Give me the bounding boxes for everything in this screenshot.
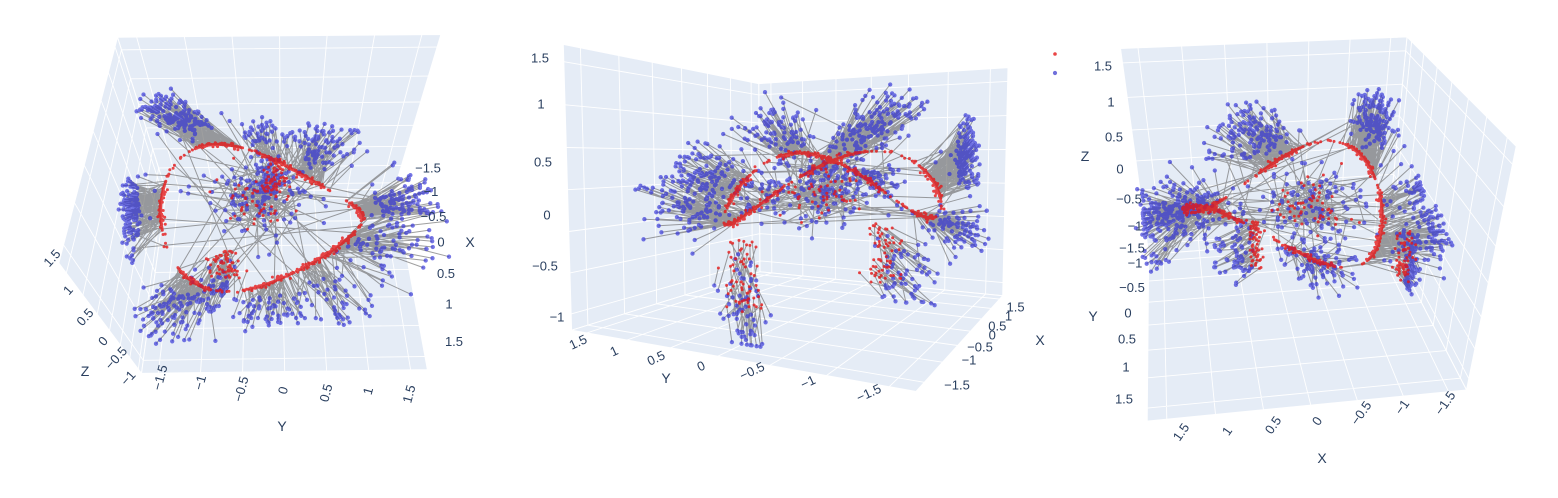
svg-text:0.5: 0.5 bbox=[1118, 332, 1136, 347]
svg-text:1: 1 bbox=[1005, 309, 1012, 324]
svg-text:Y: Y bbox=[277, 418, 287, 434]
svg-text:X: X bbox=[1317, 450, 1327, 466]
svg-text:1.5: 1.5 bbox=[1007, 300, 1025, 315]
svg-text:−0.5: −0.5 bbox=[1119, 280, 1145, 295]
svg-text:−0.5: −0.5 bbox=[230, 375, 251, 404]
svg-text:0.5: 0.5 bbox=[1105, 130, 1123, 145]
svg-text:0: 0 bbox=[1116, 162, 1123, 177]
svg-text:−1: −1 bbox=[424, 184, 439, 199]
svg-text:0: 0 bbox=[437, 235, 444, 250]
svg-text:−1: −1 bbox=[1128, 219, 1143, 234]
svg-text:−0.5: −0.5 bbox=[1116, 192, 1142, 207]
svg-text:1.5: 1.5 bbox=[567, 331, 590, 352]
svg-text:0: 0 bbox=[275, 385, 291, 396]
svg-text:0: 0 bbox=[543, 208, 550, 223]
svg-text:−1: −1 bbox=[1392, 397, 1413, 418]
svg-text:Y: Y bbox=[661, 370, 671, 386]
svg-text:−0.5: −0.5 bbox=[532, 259, 558, 274]
svg-text:Z: Z bbox=[1081, 148, 1090, 164]
svg-text:−1: −1 bbox=[550, 310, 565, 325]
svg-text:−1.5: −1.5 bbox=[415, 161, 441, 176]
svg-text:−1.5: −1.5 bbox=[1119, 241, 1145, 256]
svg-text:Y: Y bbox=[1088, 308, 1098, 324]
svg-text:X: X bbox=[465, 234, 475, 250]
svg-text:−0.5: −0.5 bbox=[421, 209, 447, 224]
svg-text:X: X bbox=[1035, 332, 1045, 348]
svg-text:0: 0 bbox=[989, 328, 996, 343]
svg-text:Z: Z bbox=[81, 363, 90, 379]
svg-text:−0.5: −0.5 bbox=[967, 340, 993, 355]
svg-text:1.5: 1.5 bbox=[445, 334, 463, 349]
svg-text:−1: −1 bbox=[1128, 256, 1143, 271]
svg-text:0.5: 0.5 bbox=[988, 319, 1006, 334]
svg-text:1: 1 bbox=[1107, 95, 1114, 110]
svg-text:1.5: 1.5 bbox=[399, 383, 418, 404]
svg-text:1.5: 1.5 bbox=[531, 51, 549, 66]
svg-text:−1: −1 bbox=[191, 373, 209, 391]
svg-text:1: 1 bbox=[1122, 360, 1129, 375]
svg-text:0.5: 0.5 bbox=[534, 155, 552, 170]
svg-text:1.5: 1.5 bbox=[1094, 59, 1112, 74]
svg-text:1: 1 bbox=[537, 97, 544, 112]
svg-text:−1: −1 bbox=[962, 353, 977, 368]
svg-text:0: 0 bbox=[1124, 306, 1131, 321]
svg-text:0.5: 0.5 bbox=[316, 382, 335, 403]
svg-text:0.5: 0.5 bbox=[437, 266, 455, 281]
svg-text:−1.5: −1.5 bbox=[149, 363, 170, 392]
svg-text:−1.5: −1.5 bbox=[944, 377, 970, 392]
svg-text:1.5: 1.5 bbox=[1115, 392, 1133, 407]
svg-text:1: 1 bbox=[360, 386, 376, 397]
svg-text:0.5: 0.5 bbox=[645, 347, 668, 368]
svg-text:1: 1 bbox=[445, 296, 452, 311]
svg-text:−1: −1 bbox=[798, 372, 818, 392]
